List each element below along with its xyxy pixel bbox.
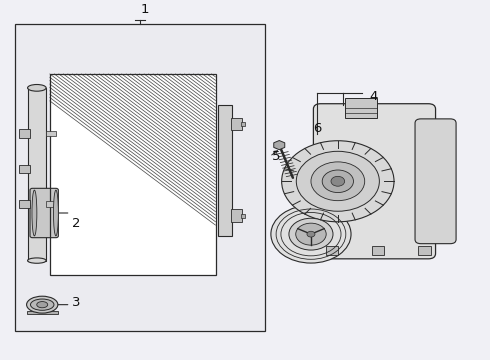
Circle shape <box>271 205 351 263</box>
Bar <box>241 214 245 217</box>
Bar <box>49 74 216 275</box>
Bar <box>15 24 265 331</box>
Circle shape <box>296 223 326 245</box>
Bar <box>345 98 377 118</box>
Bar <box>19 200 29 208</box>
Ellipse shape <box>37 302 48 308</box>
Bar <box>241 122 245 126</box>
Bar <box>49 74 216 275</box>
Bar <box>46 201 56 207</box>
Circle shape <box>311 162 365 201</box>
Ellipse shape <box>27 85 46 91</box>
Bar <box>19 130 29 138</box>
Bar <box>326 247 338 255</box>
Text: 3: 3 <box>72 296 80 309</box>
Circle shape <box>296 151 379 211</box>
Text: 1: 1 <box>141 3 149 15</box>
Ellipse shape <box>32 190 37 236</box>
Circle shape <box>289 218 333 250</box>
Ellipse shape <box>30 299 54 310</box>
Bar <box>372 247 384 255</box>
FancyBboxPatch shape <box>231 210 242 222</box>
Ellipse shape <box>53 190 58 236</box>
FancyBboxPatch shape <box>231 118 242 130</box>
Bar <box>26 311 58 314</box>
Bar <box>218 105 232 236</box>
Circle shape <box>282 141 394 222</box>
FancyBboxPatch shape <box>415 119 456 244</box>
Text: 5: 5 <box>272 150 280 163</box>
Ellipse shape <box>26 296 58 313</box>
Bar <box>46 131 56 136</box>
Text: 2: 2 <box>72 217 80 230</box>
FancyBboxPatch shape <box>314 104 436 259</box>
Bar <box>49 74 216 275</box>
Circle shape <box>307 231 315 237</box>
Circle shape <box>322 170 353 193</box>
FancyBboxPatch shape <box>30 188 58 238</box>
Bar <box>27 88 46 261</box>
Polygon shape <box>274 140 285 150</box>
Text: 4: 4 <box>369 90 378 103</box>
Circle shape <box>331 176 344 186</box>
Bar <box>19 165 29 173</box>
Bar <box>418 247 431 255</box>
Text: 6: 6 <box>314 122 322 135</box>
Ellipse shape <box>27 258 46 263</box>
